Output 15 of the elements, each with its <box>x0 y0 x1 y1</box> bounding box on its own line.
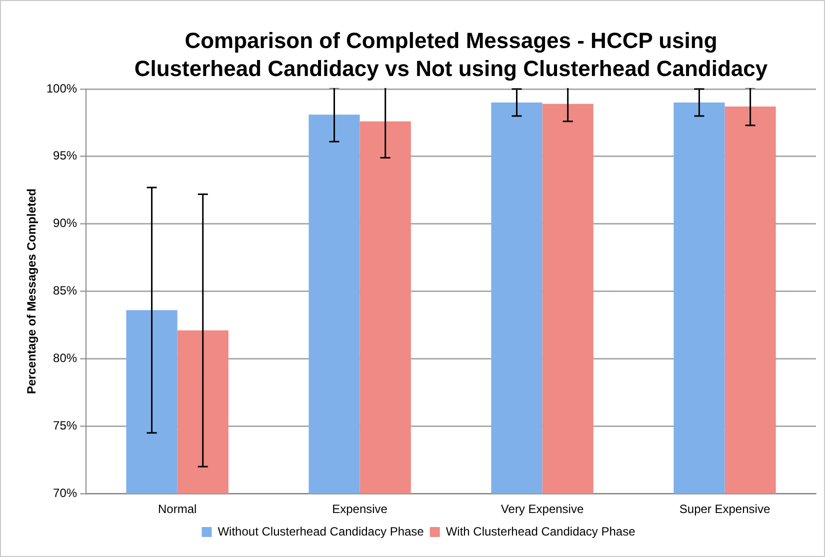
y-tick-label: 80% <box>53 351 78 366</box>
x-tick-label: Super Expensive <box>679 502 770 516</box>
y-axis-title: Percentage of Messages Completed <box>24 188 39 394</box>
x-tick-label: Very Expensive <box>500 502 584 516</box>
y-tick-label: 75% <box>53 418 78 432</box>
legend-label: With Clusterhead Candidacy Phase <box>446 524 636 538</box>
x-tick-label: Normal <box>158 502 197 516</box>
y-tick-label: 85% <box>53 284 78 298</box>
y-tick-label: 100% <box>46 81 78 96</box>
legend-label: Without Clusterhead Candidacy Phase <box>218 524 424 538</box>
chart-title: Comparison of Completed Messages - HCCP using Clusterhead Candidacy vs Not using Clusterhead Candidacy <box>133 27 769 83</box>
y-tick-label: 90% <box>53 216 78 230</box>
y-tick-label: 95% <box>53 148 78 163</box>
x-tick-label: Expensive <box>332 502 388 516</box>
y-tick-label: 70% <box>53 486 78 500</box>
